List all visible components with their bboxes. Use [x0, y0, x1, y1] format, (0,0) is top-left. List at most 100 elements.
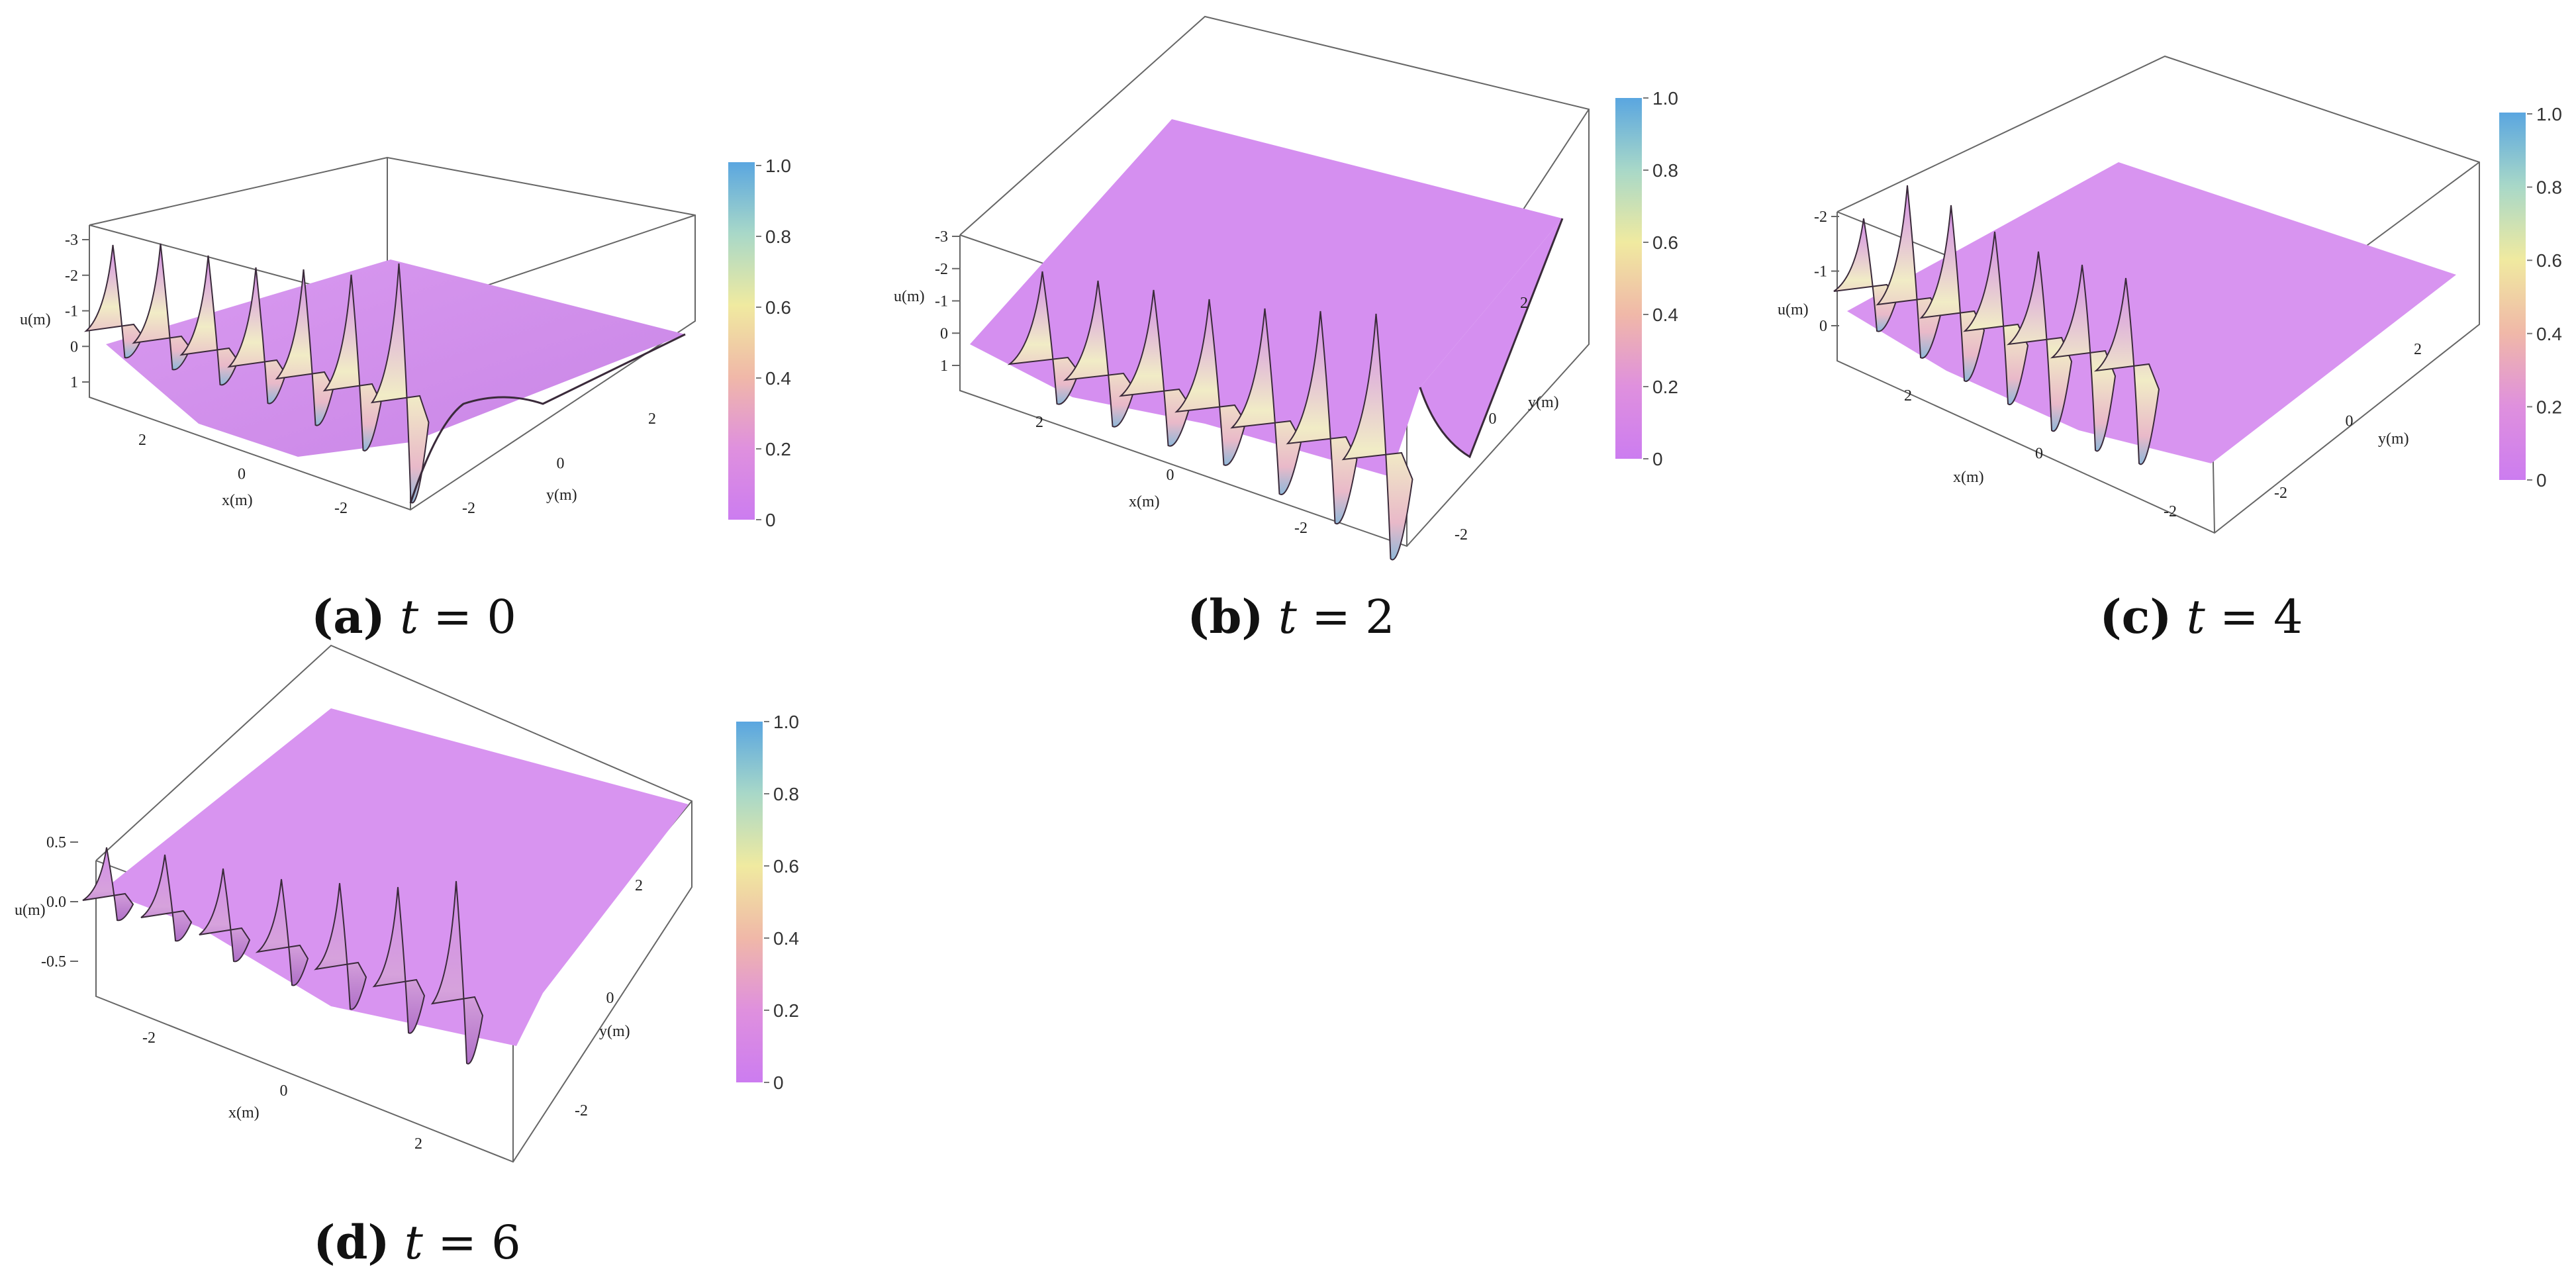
colorbar-tick-label: 0.8 — [765, 226, 791, 247]
panel-c: -2 -1 0 2 0 -2 -2 0 2 u(m) x(m) y(m) 1.0 0.8 0.6… — [1748, 0, 2576, 649]
panel-a: -3 -2 -1 0 1 2 0 -2 -2 0 2 u(m) x(m) y(m) 1.0 0.8… — [0, 0, 861, 649]
y-tick-label: 0 — [1489, 410, 1497, 428]
wave-crest — [2093, 277, 2160, 465]
colorbar-tick-label: 0.6 — [1652, 232, 1678, 253]
panel-d: 0.5 0.0 -0.5 -2 0 2 -2 0 2 u(m) x(m) y(m) 1.0 0… — [0, 636, 861, 1281]
z-tick-label: 1 — [940, 357, 948, 375]
colorbar-tick-label: 0.2 — [2536, 397, 2562, 417]
z-tick-label: 0 — [1819, 318, 1827, 335]
colorbar-ticks: 1.0 0.8 0.6 0.4 0.2 0 — [2527, 104, 2562, 491]
colorbar-tick-label: 0 — [765, 510, 776, 530]
z-axis-title: u(m) — [20, 311, 51, 328]
wave-crest — [314, 882, 367, 1010]
caption-c: (c) t = 4 — [2099, 589, 2303, 644]
colorbar-tick-label: 0 — [2536, 470, 2547, 491]
wave-crest — [255, 878, 309, 986]
x-ticks: 2 0 -2 — [1904, 387, 2177, 520]
z-tick-label: 0 — [70, 338, 78, 356]
colorbar-tick-label: 0.4 — [2536, 324, 2562, 344]
colorbar-tick-label: 0.6 — [773, 856, 799, 877]
x-ticks: -2 0 2 — [142, 1029, 422, 1153]
z-tick-label: -2 — [935, 261, 948, 278]
wave-crest — [370, 263, 430, 504]
x-tick-label: -2 — [1294, 520, 1308, 537]
wave-crest — [275, 269, 334, 426]
colorbar: 1.0 0.8 0.6 0.4 0.2 0 — [736, 712, 799, 1093]
colorbar-tick-label: 0.4 — [773, 928, 799, 949]
surface-front-edge — [1419, 218, 1564, 459]
colorbar: 1.0 0.8 0.6 0.4 0.2 0 — [728, 156, 791, 530]
surface-front-edge — [409, 333, 686, 504]
colorbar-tick-label: 0.2 — [765, 439, 791, 459]
colorbar-tick-label: 1.0 — [765, 156, 791, 176]
x-tick-label: 2 — [414, 1135, 422, 1153]
colorbar-tick-label: 1.0 — [1652, 88, 1678, 109]
y-tick-label: -2 — [575, 1102, 588, 1119]
x-axis-title: x(m) — [222, 492, 253, 509]
wave-crest — [1963, 231, 2029, 406]
surface-plot-c: -2 -1 0 2 0 -2 -2 0 2 u(m) x(m) y(m) 1.0 0.8 0.6… — [1778, 55, 2562, 534]
z-axis-title: u(m) — [894, 288, 925, 305]
y-tick-label: 2 — [635, 877, 643, 894]
wave-ridges — [1007, 271, 1413, 561]
y-ticks: -2 0 2 — [575, 877, 643, 1119]
y-tick-label: -2 — [462, 500, 475, 517]
caption-a: (a) t = 0 — [311, 589, 516, 644]
z-axis-title: u(m) — [15, 902, 46, 919]
colorbar-tick-label: 0.6 — [765, 297, 791, 318]
surface-plane — [103, 708, 689, 1046]
z-ticks: -2 -1 0 — [1814, 209, 1839, 335]
y-axis-title: y(m) — [599, 1023, 630, 1040]
x-ticks: 2 0 -2 — [1035, 414, 1308, 537]
z-tick-label: 0 — [940, 325, 948, 342]
wave-crest — [1230, 308, 1302, 495]
y-axis-title: y(m) — [1528, 394, 1559, 411]
wave-crest — [1174, 299, 1247, 466]
x-tick-label: 2 — [138, 432, 146, 449]
surface-plot-a: -3 -2 -1 0 1 2 0 -2 -2 0 2 u(m) x(m) y(m) 1.0 0.8… — [20, 156, 791, 530]
colorbar-tick-label: 0.8 — [1652, 160, 1678, 181]
z-axis-title: u(m) — [1778, 301, 1809, 318]
x-tick-label: -2 — [142, 1029, 156, 1047]
y-ticks: -2 0 2 — [462, 410, 656, 517]
colorbar-tick-label: 0.2 — [1652, 377, 1678, 397]
z-tick-label: 0.5 — [46, 834, 66, 851]
wave-ridges — [82, 847, 484, 1065]
z-tick-label: -1 — [1814, 263, 1827, 281]
x-axis-title: x(m) — [1129, 493, 1160, 510]
wave-crest — [82, 847, 134, 922]
y-axis-title: y(m) — [2378, 430, 2409, 448]
colorbar-tick-label: 0.6 — [2536, 250, 2562, 271]
caption-b: (b) t = 2 — [1187, 589, 1395, 644]
y-tick-label: 2 — [2414, 341, 2422, 358]
z-ticks: -3 -2 -1 0 1 — [65, 232, 90, 391]
panel-b: -3 -2 -1 0 1 2 0 -2 -2 0 2 u(m) x(m) y(m) 1.0 0.8… — [874, 0, 1735, 649]
wave-crest — [1341, 313, 1413, 561]
x-ticks: 2 0 -2 — [138, 432, 348, 517]
z-tick-label: 0.0 — [46, 894, 66, 911]
x-tick-label: 0 — [1167, 467, 1174, 484]
x-tick-label: 0 — [2035, 446, 2043, 463]
y-ticks: -2 0 2 — [2274, 341, 2422, 502]
y-tick-label: -2 — [1455, 526, 1468, 544]
y-tick-label: -2 — [2274, 485, 2287, 502]
z-tick-label: -0.5 — [41, 953, 66, 971]
y-tick-label: 2 — [1520, 295, 1528, 312]
z-tick-label: -3 — [65, 232, 78, 249]
wave-crest — [140, 854, 193, 942]
colorbar-tick-label: 0 — [1652, 449, 1663, 469]
y-axis-title: y(m) — [546, 487, 577, 504]
x-tick-label: -2 — [334, 500, 348, 517]
x-axis-title: x(m) — [228, 1104, 260, 1121]
surface-plane — [1847, 162, 2456, 463]
colorbar-ticks: 1.0 0.8 0.6 0.4 0.2 0 — [756, 156, 791, 530]
z-tick-label: -3 — [935, 228, 948, 246]
surface-plot-d: 0.5 0.0 -0.5 -2 0 2 -2 0 2 u(m) x(m) y(m) 1.0 0… — [15, 644, 799, 1163]
wave-crest — [1286, 310, 1358, 525]
colorbar-tick-label: 0.2 — [773, 1000, 799, 1021]
colorbar-tick-label: 0 — [773, 1072, 784, 1093]
wave-crest — [83, 244, 144, 359]
wave-crest — [322, 274, 382, 451]
z-tick-label: -1 — [935, 293, 948, 310]
z-tick-label: 1 — [70, 374, 78, 391]
